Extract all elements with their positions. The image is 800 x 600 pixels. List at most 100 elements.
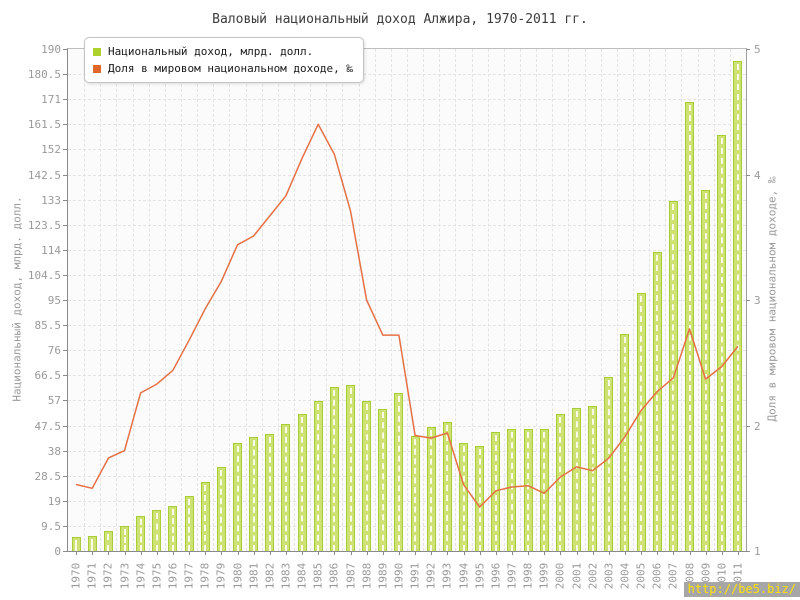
left-tick-mark <box>63 74 67 76</box>
gridline-v <box>649 49 651 551</box>
bar-stripe <box>736 63 739 551</box>
bar-stripe <box>543 432 546 551</box>
bar <box>555 414 565 551</box>
share-swatch-icon <box>93 64 101 73</box>
x-tick-mark <box>673 551 675 555</box>
y-axis-tick-label-left: 47.5 <box>34 419 62 433</box>
gridline-v <box>600 49 602 551</box>
gridline-v <box>277 49 279 551</box>
y-axis-tick-label-left: 0 <box>54 545 61 558</box>
x-axis-tick-label: 2004 <box>618 562 632 590</box>
x-axis-tick-label: 1988 <box>360 562 374 590</box>
gridline-v <box>342 49 344 551</box>
x-axis-tick-label: 2001 <box>570 562 583 590</box>
bar <box>136 516 146 551</box>
bar <box>733 60 743 551</box>
x-tick-mark <box>511 551 513 555</box>
bar-stripe <box>510 432 513 551</box>
x-tick-mark <box>285 551 287 555</box>
gridline-v <box>584 49 586 551</box>
bar <box>442 421 452 551</box>
left-tick-mark <box>63 400 67 402</box>
y-axis-tick-label-left: 133 <box>41 193 61 207</box>
chart-title: Валовый национальный доход Алжира, 1970-… <box>212 12 588 27</box>
gridline-v <box>148 49 150 551</box>
x-axis-tick-label: 1980 <box>231 562 244 590</box>
x-tick-mark <box>253 551 255 555</box>
left-tick-mark <box>63 325 67 327</box>
x-tick-mark <box>576 551 578 555</box>
bar-stripe <box>220 470 223 551</box>
x-axis-tick-label: 2005 <box>634 562 648 590</box>
bar-stripe <box>607 379 610 551</box>
x-tick-mark <box>479 551 481 555</box>
y-axis-tick-label-left: 161.5 <box>27 118 61 132</box>
bar-stripe <box>397 396 400 551</box>
bar <box>233 442 242 551</box>
bar-stripe <box>236 445 239 551</box>
bar <box>71 537 81 551</box>
bar-stripe <box>252 439 255 551</box>
x-axis-tick-label: 1970 <box>69 562 83 590</box>
x-axis-tick-label: 1996 <box>489 562 503 590</box>
x-axis-tick-label: 1994 <box>457 562 470 590</box>
x-tick-mark <box>415 551 417 555</box>
x-tick-mark <box>205 551 207 555</box>
x-tick-mark <box>721 551 723 555</box>
x-axis-tick-label: 1993 <box>440 562 454 590</box>
x-axis-tick-label: 1973 <box>118 562 131 590</box>
x-axis-tick-label: 1987 <box>344 562 357 590</box>
bar-stripe <box>527 432 530 551</box>
gridline-v <box>423 49 425 551</box>
left-tick-mark <box>63 199 67 201</box>
left-tick-mark <box>63 49 67 50</box>
x-tick-mark <box>237 551 239 555</box>
gridline-v <box>568 49 570 551</box>
bar-stripe <box>430 429 433 551</box>
gridline-v <box>164 49 166 551</box>
y-axis-tick-label-right: 3 <box>754 294 761 307</box>
y-axis-tick-label-left: 190 <box>41 43 61 56</box>
y-axis-tick-label-left: 28.5 <box>34 469 62 483</box>
bar-stripe <box>349 388 352 551</box>
bar <box>184 496 194 551</box>
bar-stripe <box>268 437 271 551</box>
bar <box>200 481 210 551</box>
y-axis-tick-label-left: 19 <box>47 494 61 508</box>
legend-label-income: Национальный доход, млрд. долл. <box>108 45 314 58</box>
bar <box>572 407 581 551</box>
gridline-v <box>681 49 683 551</box>
right-tick-mark <box>746 174 750 176</box>
gridline-v <box>455 49 457 551</box>
income-swatch-icon <box>93 47 101 56</box>
bar-stripe <box>204 484 207 551</box>
y-axis-tick-label-left: 171 <box>41 93 61 107</box>
bar <box>168 506 178 551</box>
x-axis-tick-label: 1992 <box>424 562 438 590</box>
x-axis-tick-label: 1978 <box>198 562 212 590</box>
right-tick-mark <box>746 425 750 427</box>
bar-stripe <box>414 439 417 551</box>
y-axis-tick-label-left: 9.5 <box>41 519 61 533</box>
x-axis-tick-label: 1979 <box>214 562 228 590</box>
bar <box>717 134 727 551</box>
gridline-v <box>729 49 731 551</box>
x-axis-tick-label: 1981 <box>247 562 261 590</box>
bar <box>588 405 598 551</box>
watermark-link[interactable]: http://be5.biz/ <box>683 582 800 597</box>
bar <box>652 252 662 551</box>
bar-stripe <box>365 403 368 551</box>
gridline-v <box>197 49 199 551</box>
x-axis-tick-label: 1984 <box>295 562 309 590</box>
x-tick-mark <box>318 551 320 555</box>
bar <box>475 446 485 551</box>
left-tick-mark <box>63 274 67 276</box>
bar-stripe <box>155 513 158 551</box>
x-tick-mark <box>624 551 626 555</box>
gridline-v <box>245 49 247 551</box>
gridline-v <box>633 49 634 551</box>
x-tick-mark <box>495 551 497 555</box>
x-tick-mark <box>172 551 174 555</box>
x-axis-tick-label: 1974 <box>134 562 148 590</box>
bar <box>523 429 533 551</box>
